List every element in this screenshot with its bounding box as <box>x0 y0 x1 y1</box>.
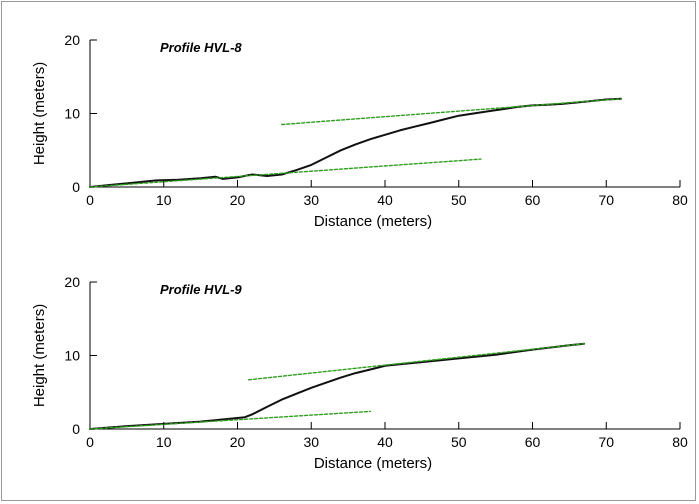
chart-panel-1: 0 10 20 30 40 50 60 70 80 0 10 20 Distance (meters) H… <box>31 32 688 230</box>
trend-line-2 <box>247 343 585 381</box>
x-tick-label: 70 <box>598 192 614 208</box>
chart-panel-2: 0 10 20 30 40 50 60 70 80 0 10 20 Distance (meters) H… <box>31 274 688 472</box>
x-tick-label: 60 <box>525 192 541 208</box>
panel-title: Profile HVL-8 <box>160 40 242 55</box>
y-axis-title: Height (meters) <box>31 304 48 407</box>
x-tick-label: 70 <box>598 434 614 450</box>
y-tick-label: 20 <box>64 274 80 290</box>
x-tick-label: 10 <box>156 192 172 208</box>
x-tick-label: 40 <box>377 434 393 450</box>
x-tick-label: 30 <box>303 192 319 208</box>
trend-line-1 <box>89 410 371 430</box>
x-tick-label: 80 <box>672 434 688 450</box>
x-tick-label: 0 <box>86 434 94 450</box>
panel-title: Profile HVL-9 <box>160 282 242 297</box>
y-tick-label: 10 <box>64 348 80 364</box>
x-axis-title: Distance (meters) <box>314 213 432 230</box>
x-tick-label: 80 <box>672 192 688 208</box>
y-tick-label: 20 <box>64 32 80 48</box>
y-tick-label: 10 <box>64 106 80 122</box>
x-tick-label: 30 <box>303 434 319 450</box>
profile-line <box>89 97 622 188</box>
trend-line-1 <box>89 158 482 188</box>
x-tick-label: 0 <box>86 192 94 208</box>
trend-line-2 <box>281 98 622 126</box>
x-tick-label: 40 <box>377 192 393 208</box>
x-tick-label: 50 <box>451 192 467 208</box>
y-tick-label: 0 <box>72 179 80 195</box>
y-axis-title: Height (meters) <box>31 62 48 165</box>
x-tick-label: 20 <box>230 192 246 208</box>
y-tick-label: 0 <box>72 421 80 437</box>
x-tick-label: 60 <box>525 434 541 450</box>
profile-line <box>89 342 586 430</box>
x-tick-label: 50 <box>451 434 467 450</box>
x-axis-title: Distance (meters) <box>314 455 432 472</box>
x-tick-label: 10 <box>156 434 172 450</box>
x-tick-label: 20 <box>230 434 246 450</box>
